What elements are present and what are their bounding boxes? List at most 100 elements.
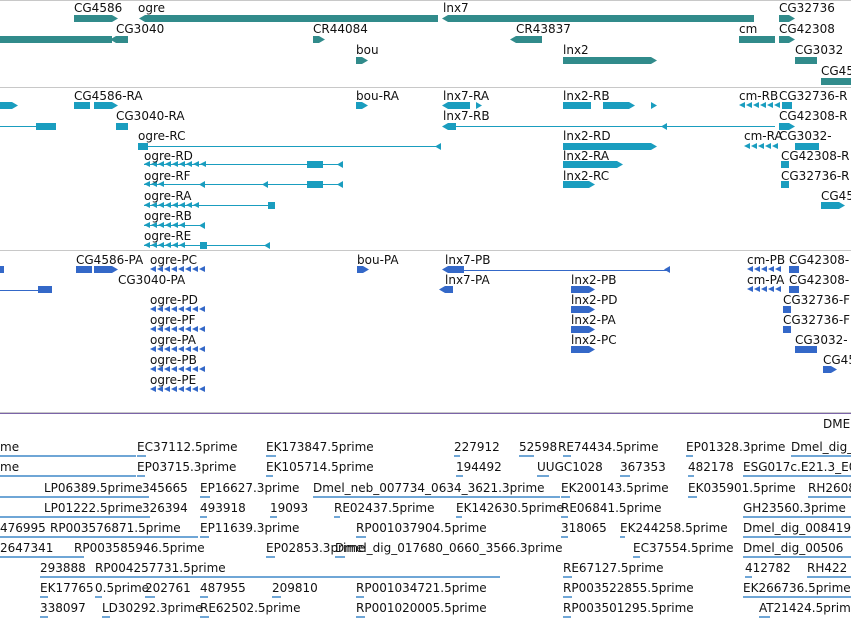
protein-label[interactable]: bou-PA	[357, 253, 399, 267]
est-label[interactable]: EP16627.3prime	[200, 481, 300, 495]
est-label[interactable]: EP01328.3prime	[686, 440, 786, 454]
est-label[interactable]: Dmel_dig_	[791, 440, 851, 454]
protein-label[interactable]: CG42308-	[789, 253, 850, 267]
transcript-label[interactable]: CG3032-	[779, 129, 832, 143]
protein-label[interactable]: ogre-PE	[150, 373, 197, 387]
transcript-label[interactable]: lnx2-RC	[563, 169, 610, 183]
transcript-label[interactable]: CG32736-R	[781, 169, 850, 183]
est-label[interactable]: RE02437.5prime	[334, 501, 435, 515]
est-label[interactable]: RE62502.5prime	[200, 601, 301, 615]
transcript-label[interactable]: cm-RA	[744, 129, 783, 143]
est-label[interactable]: EK142630.5prime	[456, 501, 564, 515]
est-label[interactable]: Dmel_neb_007734_0634_3621.3prime	[313, 481, 545, 495]
est-label[interactable]: me	[0, 460, 20, 474]
est-label[interactable]: RE06841.5prime	[561, 501, 662, 515]
protein-label[interactable]: CG3040-PA	[118, 273, 186, 287]
est-label[interactable]: RH2608	[808, 481, 851, 495]
transcript-label[interactable]: CG32736-R	[779, 89, 848, 103]
protein-label[interactable]: lnx2-PC	[571, 333, 617, 347]
est-label[interactable]: me	[0, 440, 20, 454]
transcript-label[interactable]: ogre-RF	[144, 169, 191, 183]
transcript-label[interactable]: cm-RB	[739, 89, 779, 103]
transcript-label[interactable]: lnx7-RB	[443, 109, 490, 123]
est-label[interactable]: 202761	[145, 581, 191, 595]
scaffold-label[interactable]: DME	[823, 417, 851, 431]
gene-label[interactable]: CG45	[821, 64, 851, 78]
est-label[interactable]: RP003585946.5prime	[74, 541, 205, 555]
est-label[interactable]: RP003576871.5prime	[50, 521, 181, 535]
protein-label[interactable]: lnx2-PB	[571, 273, 617, 287]
est-label[interactable]: 476995	[0, 521, 46, 535]
est-label[interactable]: 19093	[270, 501, 309, 515]
est-label[interactable]: 326394	[142, 501, 188, 515]
est-label[interactable]: EP11639.3prime	[200, 521, 300, 535]
est-label[interactable]: RP003501295.5prime	[563, 601, 694, 615]
protein-label[interactable]: cm-PA	[747, 273, 785, 287]
protein-label[interactable]: CG4586-PA	[76, 253, 144, 267]
est-label[interactable]: 367353	[620, 460, 666, 474]
gene-label[interactable]: ogre	[138, 1, 166, 15]
est-label[interactable]: EK173847.5prime	[266, 440, 374, 454]
est-label[interactable]: 227912	[454, 440, 500, 454]
est-label[interactable]: RE67127.5prime	[563, 561, 664, 575]
transcript-label[interactable]: bou-RA	[356, 89, 399, 103]
est-label[interactable]: 493918	[200, 501, 246, 515]
protein-label[interactable]: lnx2-PD	[571, 293, 618, 307]
gene-label[interactable]: CR44084	[313, 22, 368, 36]
est-label[interactable]: AT21424.5prime	[759, 601, 851, 615]
est-label[interactable]: EK200143.5prime	[561, 481, 669, 495]
protein-label[interactable]: CG42308-	[789, 273, 850, 287]
transcript-label[interactable]: CG3040-RA	[116, 109, 185, 123]
est-label[interactable]: EK266736.5prime	[743, 581, 851, 595]
gene-label[interactable]: lnx2	[563, 43, 589, 57]
est-label[interactable]: 0.5prime	[95, 581, 150, 595]
est-label[interactable]: 412782	[745, 561, 791, 575]
est-label[interactable]: EP02853.3prime	[266, 541, 366, 555]
protein-label[interactable]: CG3032-	[795, 333, 848, 347]
transcript-label[interactable]: lnx7-RA	[443, 89, 490, 103]
transcript-label[interactable]: CG42308-R	[779, 109, 848, 123]
est-label[interactable]: EC37112.5prime	[137, 440, 238, 454]
est-label[interactable]: RP003522855.5prime	[563, 581, 694, 595]
protein-label[interactable]: CG45	[823, 353, 851, 367]
est-label[interactable]: 52598	[519, 440, 558, 454]
protein-label[interactable]: CG32736-F	[783, 313, 851, 327]
est-label[interactable]: EK035901.5prime	[688, 481, 796, 495]
est-label[interactable]: EK244258.5prime	[620, 521, 728, 535]
transcript-label[interactable]: ogre-RA	[144, 189, 192, 203]
est-label[interactable]: RP004257731.5prime	[95, 561, 226, 575]
est-label[interactable]: 482178	[688, 460, 734, 474]
est-label[interactable]: RH422	[807, 561, 848, 575]
transcript-label[interactable]: lnx2-RA	[563, 149, 610, 163]
est-label[interactable]: LP06389.5prime	[44, 481, 143, 495]
gene-label[interactable]: CG3032	[795, 43, 844, 57]
gene-label[interactable]: bou	[356, 43, 379, 57]
est-label[interactable]: Dmel_dig_017680_0660_3566.3prime	[335, 541, 563, 555]
gene-label[interactable]: CG3040	[116, 22, 165, 36]
protein-label[interactable]: ogre-PF	[150, 313, 196, 327]
protein-label[interactable]: cm-PB	[747, 253, 786, 267]
transcript-label[interactable]: lnx2-RB	[563, 89, 610, 103]
est-label[interactable]: EK17765	[40, 581, 94, 595]
est-label[interactable]: LP01222.5prime	[44, 501, 143, 515]
gene-label[interactable]: cm	[739, 22, 758, 36]
est-label[interactable]: Dmel_dig_008419	[743, 521, 851, 535]
est-label[interactable]: 209810	[272, 581, 318, 595]
protein-label[interactable]: lnx2-PA	[571, 313, 616, 327]
est-label[interactable]: 2647341	[0, 541, 54, 555]
est-label[interactable]: 338097	[40, 601, 86, 615]
transcript-label[interactable]: CG42308-R	[781, 149, 850, 163]
est-label[interactable]: RE74434.5prime	[558, 440, 659, 454]
est-label[interactable]: RP001037904.5prime	[356, 521, 487, 535]
transcript-label[interactable]: ogre-RC	[138, 129, 186, 143]
est-label[interactable]: ESG017c.E21.3_E0	[743, 460, 851, 474]
gene-label[interactable]: CG4586	[74, 1, 123, 15]
est-label[interactable]: EC37554.5prime	[633, 541, 734, 555]
est-label[interactable]: 345665	[142, 481, 188, 495]
protein-label[interactable]: lnx7-PB	[445, 253, 491, 267]
est-label[interactable]: RP001034721.5prime	[356, 581, 487, 595]
protein-label[interactable]: CG32736-F	[783, 293, 851, 307]
transcript-label[interactable]: ogre-RD	[144, 149, 193, 163]
gene-label[interactable]: CG42308	[779, 22, 835, 36]
protein-label[interactable]: ogre-PD	[150, 293, 198, 307]
